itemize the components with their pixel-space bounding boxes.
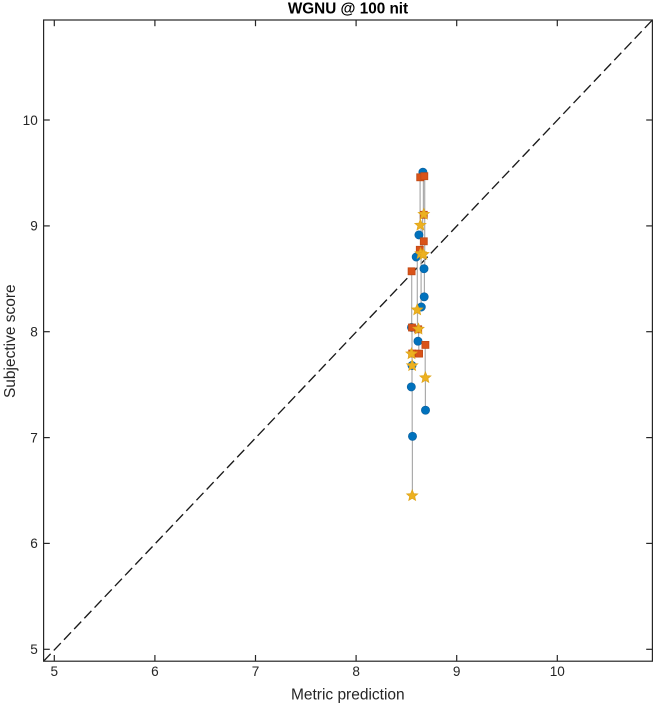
svg-text:5: 5 bbox=[30, 642, 38, 657]
svg-text:7: 7 bbox=[252, 664, 260, 679]
svg-text:8: 8 bbox=[352, 664, 360, 679]
svg-text:5: 5 bbox=[51, 664, 59, 679]
svg-text:9: 9 bbox=[30, 219, 38, 234]
svg-text:9: 9 bbox=[453, 664, 461, 679]
svg-text:WGNU @ 100 nit: WGNU @ 100 nit bbox=[288, 1, 408, 18]
svg-text:Metric prediction: Metric prediction bbox=[291, 687, 405, 704]
svg-text:6: 6 bbox=[30, 536, 38, 551]
svg-text:7: 7 bbox=[30, 430, 38, 445]
svg-text:10: 10 bbox=[23, 113, 39, 128]
svg-text:8: 8 bbox=[30, 325, 38, 340]
svg-text:6: 6 bbox=[151, 664, 159, 679]
svg-text:10: 10 bbox=[550, 664, 566, 679]
svg-text:Subjective score: Subjective score bbox=[2, 284, 19, 398]
